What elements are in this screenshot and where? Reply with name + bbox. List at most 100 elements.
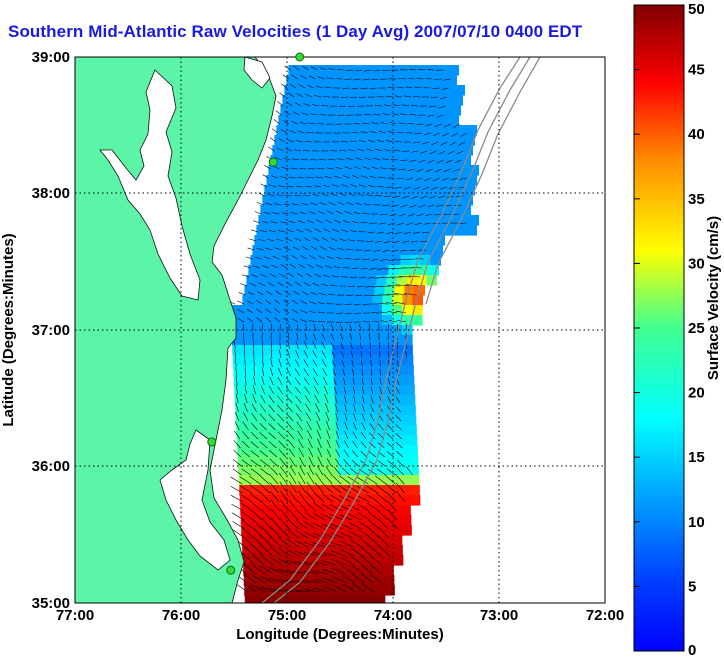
velocity-arrow: [287, 139, 295, 143]
velocity-cell: [270, 205, 281, 216]
colorbar-tick-label: 20: [688, 385, 705, 402]
velocity-cell: [353, 375, 365, 386]
velocity-cell: [404, 385, 415, 396]
velocity-cell: [398, 265, 409, 276]
velocity-arrow: [288, 509, 299, 521]
velocity-cell: [397, 455, 409, 466]
velocity-cell: [320, 155, 331, 166]
velocity-arrow: [361, 359, 363, 368]
velocity-cell: [294, 285, 305, 296]
velocity-cell: [344, 285, 355, 296]
velocity-cell: [340, 255, 351, 266]
velocity-cell: [340, 515, 352, 526]
velocity-cell: [342, 545, 353, 556]
velocity-cell: [378, 465, 389, 476]
velocity-arrow: [260, 459, 269, 467]
velocity-cell: [390, 515, 402, 526]
velocity-arrow: [384, 104, 392, 107]
velocity-cell: [360, 515, 372, 526]
velocity-cell: [428, 65, 439, 76]
velocity-arrow: [382, 249, 390, 253]
velocity-cell: [274, 595, 286, 603]
velocity-arrow: [271, 508, 281, 521]
velocity-cell: [382, 545, 393, 556]
velocity-cell: [356, 275, 367, 286]
velocity-cell: [398, 165, 409, 176]
velocity-cell: [356, 435, 368, 446]
velocity-arrow: [286, 559, 301, 566]
velocity-cell: [374, 385, 385, 396]
velocity-arrow: [259, 483, 270, 494]
velocity-arrow: [275, 290, 282, 296]
velocity-cell: [248, 265, 259, 276]
velocity-cell: [312, 335, 323, 346]
velocity-cell: [366, 225, 377, 236]
velocity-cell: [354, 85, 365, 96]
velocity-cell: [394, 185, 405, 196]
velocity-arrow: [364, 69, 372, 72]
velocity-arrow: [295, 350, 300, 359]
velocity-arrow: [373, 113, 381, 116]
velocity-cell: [354, 285, 365, 296]
velocity-arrow: [344, 440, 349, 449]
velocity-cell: [452, 95, 463, 106]
velocity-cell: [396, 75, 407, 86]
velocity-cell: [284, 595, 296, 603]
velocity-cell: [404, 135, 415, 146]
velocity-arrow: [303, 103, 311, 107]
velocity-arrow: [412, 95, 421, 98]
velocity-cell: [393, 375, 405, 386]
velocity-cell: [408, 115, 419, 126]
velocity-arrow: [275, 110, 282, 116]
velocity-arrow: [295, 589, 311, 593]
velocity-cell: [332, 345, 343, 356]
velocity-arrow: [451, 132, 458, 137]
velocity-cell: [392, 335, 403, 346]
x-tick-label: 76:00: [162, 607, 200, 624]
velocity-cell: [366, 75, 377, 86]
velocity-cell: [318, 465, 329, 476]
velocity-cell: [403, 375, 415, 386]
velocity-cell: [278, 165, 289, 176]
velocity-cell: [302, 295, 313, 306]
velocity-arrow: [457, 186, 466, 189]
velocity-arrow: [360, 342, 362, 350]
velocity-cell: [458, 215, 469, 226]
velocity-cell: [268, 215, 279, 226]
velocity-arrow: [330, 541, 345, 548]
velocity-cell: [364, 185, 375, 196]
velocity-arrow: [253, 367, 256, 377]
velocity-arrow: [335, 458, 341, 467]
velocity-arrow: [309, 75, 316, 80]
velocity-arrow: [385, 267, 395, 270]
velocity-arrow: [394, 140, 403, 143]
velocity-arrow: [334, 386, 337, 395]
velocity-cell: [283, 365, 294, 376]
velocity-cell: [370, 105, 381, 116]
velocity-arrow: [280, 264, 287, 269]
velocity-arrow: [232, 459, 242, 467]
velocity-arrow: [295, 580, 311, 584]
velocity-arrow: [244, 555, 256, 566]
velocity-cell: [282, 95, 293, 106]
velocity-cell: [376, 275, 387, 286]
velocity-cell: [382, 555, 394, 566]
velocity-cell: [262, 545, 273, 556]
velocity-cell: [298, 65, 309, 76]
velocity-arrow: [253, 545, 265, 557]
velocity-cell: [398, 215, 409, 226]
velocity-arrow: [314, 273, 322, 278]
velocity-arrow: [304, 580, 320, 584]
velocity-cell: [283, 565, 294, 576]
velocity-cell: [458, 165, 469, 176]
velocity-cell: [434, 85, 445, 96]
velocity-arrow: [289, 263, 296, 269]
velocity-arrow: [364, 203, 372, 206]
velocity-cell: [410, 205, 421, 216]
velocity-cell: [428, 115, 439, 126]
velocity-cell: [352, 545, 363, 556]
velocity-arrow: [377, 423, 384, 431]
velocity-cell: [405, 405, 416, 416]
velocity-arrow: [442, 132, 449, 137]
velocity-cell: [294, 395, 306, 406]
